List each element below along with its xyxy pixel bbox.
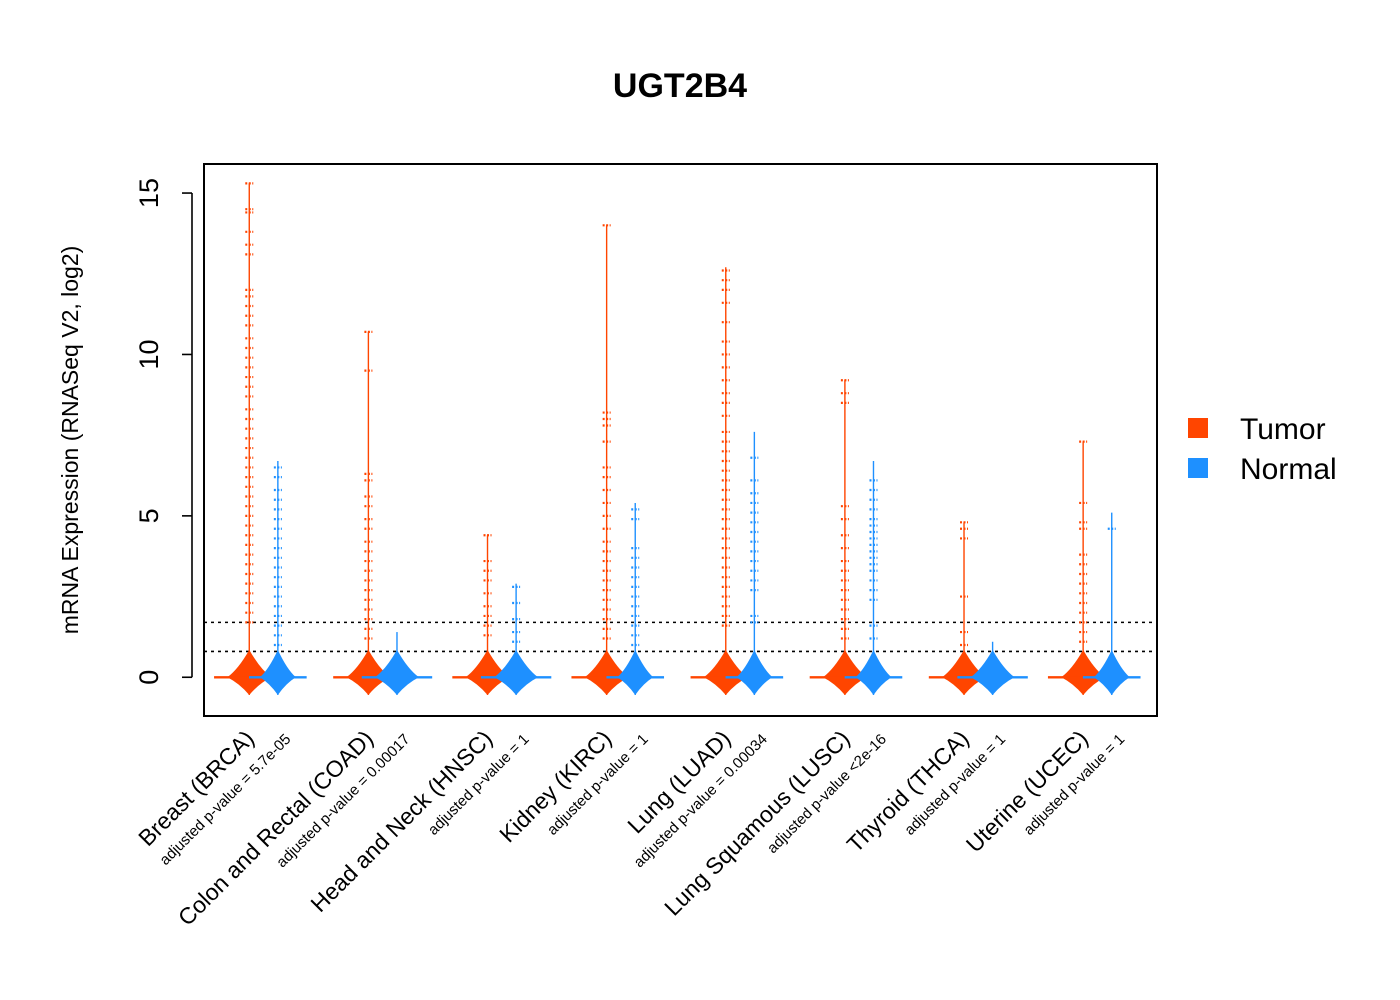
legend-label-tumor: Tumor [1240, 413, 1326, 446]
normal-bean-5-density [855, 649, 892, 696]
legend: Tumor Normal [1188, 413, 1337, 486]
plot-frame [203, 163, 1158, 717]
plot-area [204, 182, 1157, 696]
bean-group-2 [452, 534, 552, 696]
legend-swatch-tumor [1188, 418, 1208, 438]
normal-bean-4-density [736, 649, 773, 696]
y-tick-label-15: 15 [134, 178, 164, 208]
tumor-bean-3-density [584, 649, 629, 696]
y-axis-label: mRNA Expression (RNASeq V2, log2) [57, 246, 83, 635]
normal-bean-3-density [617, 649, 654, 696]
chart-title: UGT2B4 [613, 67, 747, 105]
bean-group-5 [809, 379, 903, 696]
y-axis: 0 5 10 15 [134, 178, 193, 685]
y-tick-label-5: 5 [134, 508, 164, 523]
bean-group-1 [333, 330, 433, 696]
bean-group-7 [1047, 440, 1141, 696]
legend-swatch-normal [1188, 458, 1208, 478]
bean-group-0 [214, 182, 307, 696]
y-tick-label-10: 10 [134, 339, 164, 369]
tumor-bean-2-density [465, 649, 510, 696]
tumor-bean-7-density [1061, 649, 1106, 696]
bean-group-6 [928, 521, 1028, 696]
bean-group-3 [571, 224, 665, 696]
tumor-bean-0-density [227, 649, 272, 696]
tumor-bean-6-density [942, 649, 987, 696]
bean-group-4 [690, 267, 784, 696]
tumor-bean-5-density [822, 649, 867, 696]
normal-bean-6-density [970, 649, 1015, 696]
normal-bean-2-density [494, 649, 539, 696]
normal-bean-0-density [259, 649, 296, 696]
normal-bean-1-density [374, 649, 419, 696]
x-axis-labels: Breast (BRCA)adjusted p-value = 5.7e-05C… [133, 725, 1128, 930]
tumor-bean-4-density [703, 649, 748, 696]
y-tick-label-0: 0 [134, 670, 164, 685]
tumor-bean-1-density [346, 649, 391, 696]
normal-bean-7-density [1093, 649, 1130, 696]
legend-label-normal: Normal [1240, 453, 1337, 486]
